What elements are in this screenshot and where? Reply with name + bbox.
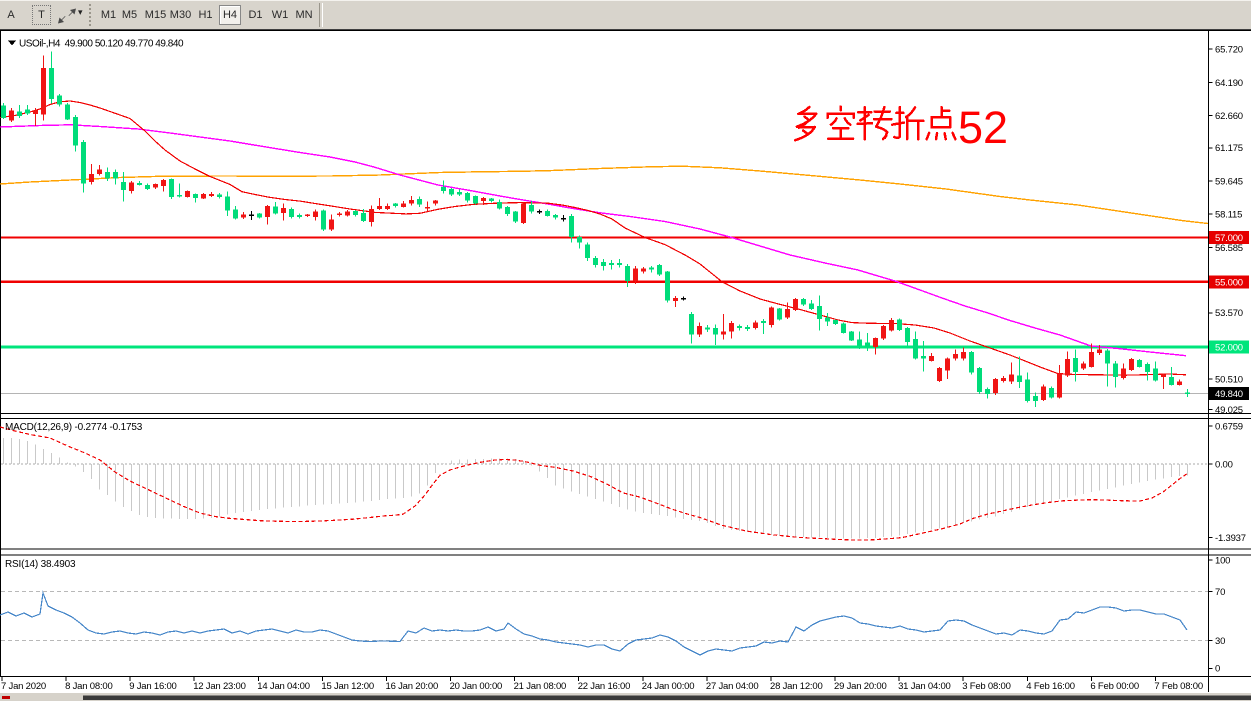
svg-text:58.115: 58.115 (1215, 210, 1242, 221)
svg-text:53.570: 53.570 (1215, 308, 1243, 319)
svg-text:21 Jan 08:00: 21 Jan 08:00 (514, 681, 567, 692)
svg-text:52: 52 (958, 102, 1008, 153)
svg-text:22 Jan 16:00: 22 Jan 16:00 (578, 681, 631, 692)
svg-text:55.000: 55.000 (1215, 277, 1243, 288)
svg-text:8 Jan 08:00: 8 Jan 08:00 (65, 681, 112, 692)
svg-text:6 Feb 00:00: 6 Feb 00:00 (1090, 681, 1139, 692)
svg-text:9 Jan 16:00: 9 Jan 16:00 (129, 681, 176, 692)
svg-text:31 Jan 04:00: 31 Jan 04:00 (898, 681, 951, 692)
svg-text:0: 0 (1215, 664, 1220, 675)
svg-text:16 Jan 20:00: 16 Jan 20:00 (386, 681, 439, 692)
svg-text:15 Jan 12:00: 15 Jan 12:00 (321, 681, 374, 692)
svg-text:62.660: 62.660 (1215, 111, 1243, 122)
svg-text:65.720: 65.720 (1215, 45, 1243, 56)
svg-text:3 Feb 08:00: 3 Feb 08:00 (962, 681, 1011, 692)
svg-text:49.025: 49.025 (1215, 405, 1243, 416)
svg-text:28 Jan 12:00: 28 Jan 12:00 (770, 681, 823, 692)
svg-text:100: 100 (1215, 555, 1230, 566)
svg-text:49.840: 49.840 (1215, 389, 1243, 400)
svg-text:24 Jan 00:00: 24 Jan 00:00 (642, 681, 695, 692)
svg-text:50.510: 50.510 (1215, 375, 1243, 386)
svg-text:64.190: 64.190 (1215, 78, 1243, 89)
svg-text:56.585: 56.585 (1215, 243, 1243, 254)
svg-text:27 Jan 04:00: 27 Jan 04:00 (706, 681, 759, 692)
svg-text:14 Jan 04:00: 14 Jan 04:00 (257, 681, 310, 692)
svg-text:29 Jan 20:00: 29 Jan 20:00 (834, 681, 887, 692)
svg-text:59.645: 59.645 (1215, 176, 1243, 187)
svg-text:4 Feb 16:00: 4 Feb 16:00 (1026, 681, 1075, 692)
svg-text:7 Jan 2020: 7 Jan 2020 (1, 681, 46, 692)
svg-text:-1.3937: -1.3937 (1215, 533, 1246, 544)
svg-text:57.000: 57.000 (1215, 233, 1243, 244)
svg-text:20 Jan 00:00: 20 Jan 00:00 (450, 681, 503, 692)
svg-text:52.000: 52.000 (1215, 343, 1243, 354)
svg-text:12 Jan 23:00: 12 Jan 23:00 (193, 681, 246, 692)
svg-text:USOil-,H4 49.900 50.120 49.77: USOil-,H4 49.900 50.120 49.770 49.840 (19, 39, 184, 50)
svg-text:61.175: 61.175 (1215, 143, 1243, 154)
svg-text:30: 30 (1215, 636, 1225, 647)
svg-text:MACD(12,26,9) -0.2774 -0.1753: MACD(12,26,9) -0.2774 -0.1753 (5, 422, 143, 433)
svg-text:70: 70 (1215, 587, 1225, 598)
svg-text:0.00: 0.00 (1215, 459, 1233, 470)
svg-text:7 Feb 08:00: 7 Feb 08:00 (1154, 681, 1203, 692)
svg-text:RSI(14) 38.4903: RSI(14) 38.4903 (5, 559, 76, 570)
svg-text:0.6759: 0.6759 (1215, 422, 1243, 433)
